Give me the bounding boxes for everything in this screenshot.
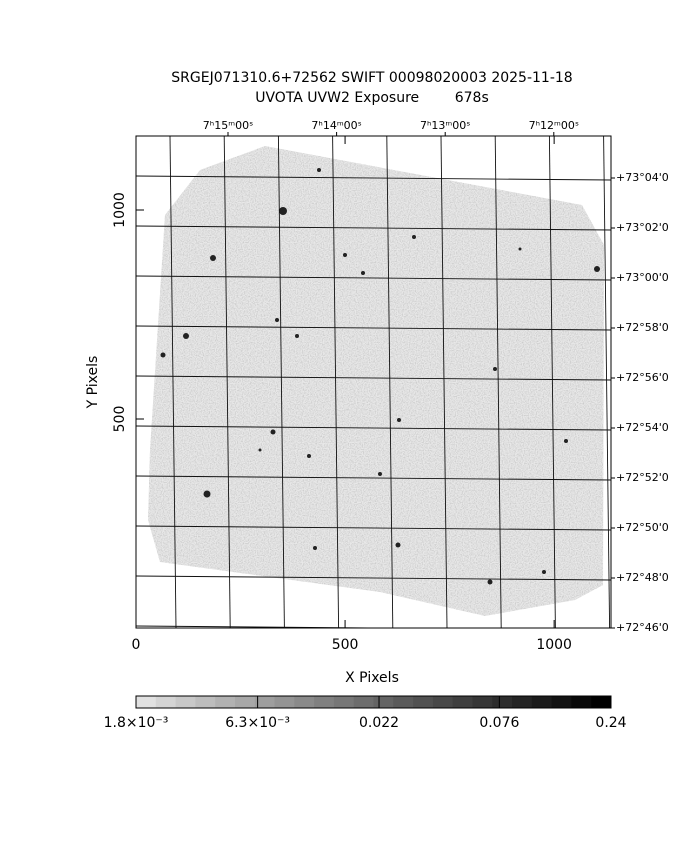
chart-title: SRGEJ071310.6+72562 SWIFT 00098020003 20… xyxy=(171,70,572,86)
ra-grid-line xyxy=(548,136,556,628)
colorbar-segment xyxy=(234,696,256,708)
ra-label: 7ʰ13ᵐ00ˢ xyxy=(420,119,470,132)
colorbar-segment xyxy=(155,696,177,708)
dec-label: +72°52'0 xyxy=(616,471,669,484)
dec-grid-line xyxy=(136,175,611,181)
ra-label: 7ʰ12ᵐ00ˢ xyxy=(529,119,579,132)
colorbar-segment xyxy=(551,696,572,708)
y-tick-label: 500 xyxy=(112,406,128,433)
dec-label: +72°48'0 xyxy=(616,571,669,584)
ra-grid-line xyxy=(603,136,611,628)
dec-label: +72°46'0 xyxy=(616,621,669,634)
colorbar-segment xyxy=(215,696,236,708)
colorbar-segment xyxy=(452,696,473,708)
colorbar-segment xyxy=(175,696,196,708)
colorbar-segment xyxy=(413,696,434,708)
colorbar-segment xyxy=(274,696,295,708)
x-axis-label: X Pixels xyxy=(345,670,399,686)
colorbar-segment xyxy=(373,696,394,708)
dec-grid-line xyxy=(136,325,611,331)
x-tick-label: 1000 xyxy=(536,637,572,653)
colorbar-segment xyxy=(294,696,315,708)
sources xyxy=(160,168,600,585)
colorbar-tick-label: 1.8×10⁻³ xyxy=(104,715,169,731)
dec-label: +72°58'0 xyxy=(616,321,669,334)
colorbar-segment xyxy=(531,696,553,708)
x-tick-label: 0 xyxy=(132,637,141,653)
ra-grid-line xyxy=(386,136,394,628)
ra-grid-line xyxy=(494,136,502,628)
colorbar-segment xyxy=(492,696,513,708)
plot-frame xyxy=(135,135,612,629)
colorbar-segment xyxy=(353,696,374,708)
ra-label: 7ʰ14ᵐ00ˢ xyxy=(311,119,361,132)
dec-grid-line xyxy=(136,275,611,281)
dec-grid-line xyxy=(136,425,611,431)
dec-label: +73°04'0 xyxy=(616,171,669,184)
y-axis-label: Y Pixels xyxy=(85,356,101,410)
ra-grid-line xyxy=(277,136,285,628)
chart-subtitle: UVOTA UVW2 Exposure 678s xyxy=(255,90,489,106)
colorbar-segment xyxy=(591,696,612,708)
ra-grid-line xyxy=(223,136,231,628)
dec-label: +72°56'0 xyxy=(616,371,669,384)
dec-grid-line xyxy=(136,225,611,231)
dec-grid-line xyxy=(136,475,611,481)
colorbar-segment xyxy=(136,696,157,708)
dec-grid-line xyxy=(136,375,611,381)
dec-grid-line xyxy=(136,625,427,628)
colorbar-tick-label: 0.076 xyxy=(479,715,519,731)
colorbar-tick-label: 0.24 xyxy=(595,715,626,731)
colorbar-segment xyxy=(393,696,414,708)
y-tick-label: 1000 xyxy=(112,192,128,228)
ra-grid-line xyxy=(169,136,177,628)
coordinate-grid xyxy=(136,136,611,628)
colorbar-tick-label: 0.022 xyxy=(359,715,399,731)
dec-grid-line xyxy=(136,525,611,531)
colorbar-segment xyxy=(254,696,276,708)
dec-label: +73°00'0 xyxy=(616,271,669,284)
image-area xyxy=(136,136,611,628)
colorbar-tick-label: 6.3×10⁻³ xyxy=(225,715,290,731)
ra-grid-line xyxy=(332,136,340,628)
ra-grid-line xyxy=(440,136,448,628)
x-tick-label: 500 xyxy=(332,637,359,653)
colorbar-segment xyxy=(195,696,216,708)
dec-label: +72°50'0 xyxy=(616,521,669,534)
ra-label: 7ʰ15ᵐ00ˢ xyxy=(203,119,253,132)
colorbar-segment xyxy=(314,696,335,708)
colorbar-segment xyxy=(333,696,355,708)
dec-label: +72°54'0 xyxy=(616,421,669,434)
colorbar-segment xyxy=(432,696,454,708)
dec-grid-line xyxy=(136,575,611,581)
colorbar-segment xyxy=(512,696,533,708)
colorbar-segment xyxy=(472,696,493,708)
dec-label: +73°02'0 xyxy=(616,221,669,234)
colorbar-segment xyxy=(571,696,592,708)
exposure-map xyxy=(148,146,604,616)
